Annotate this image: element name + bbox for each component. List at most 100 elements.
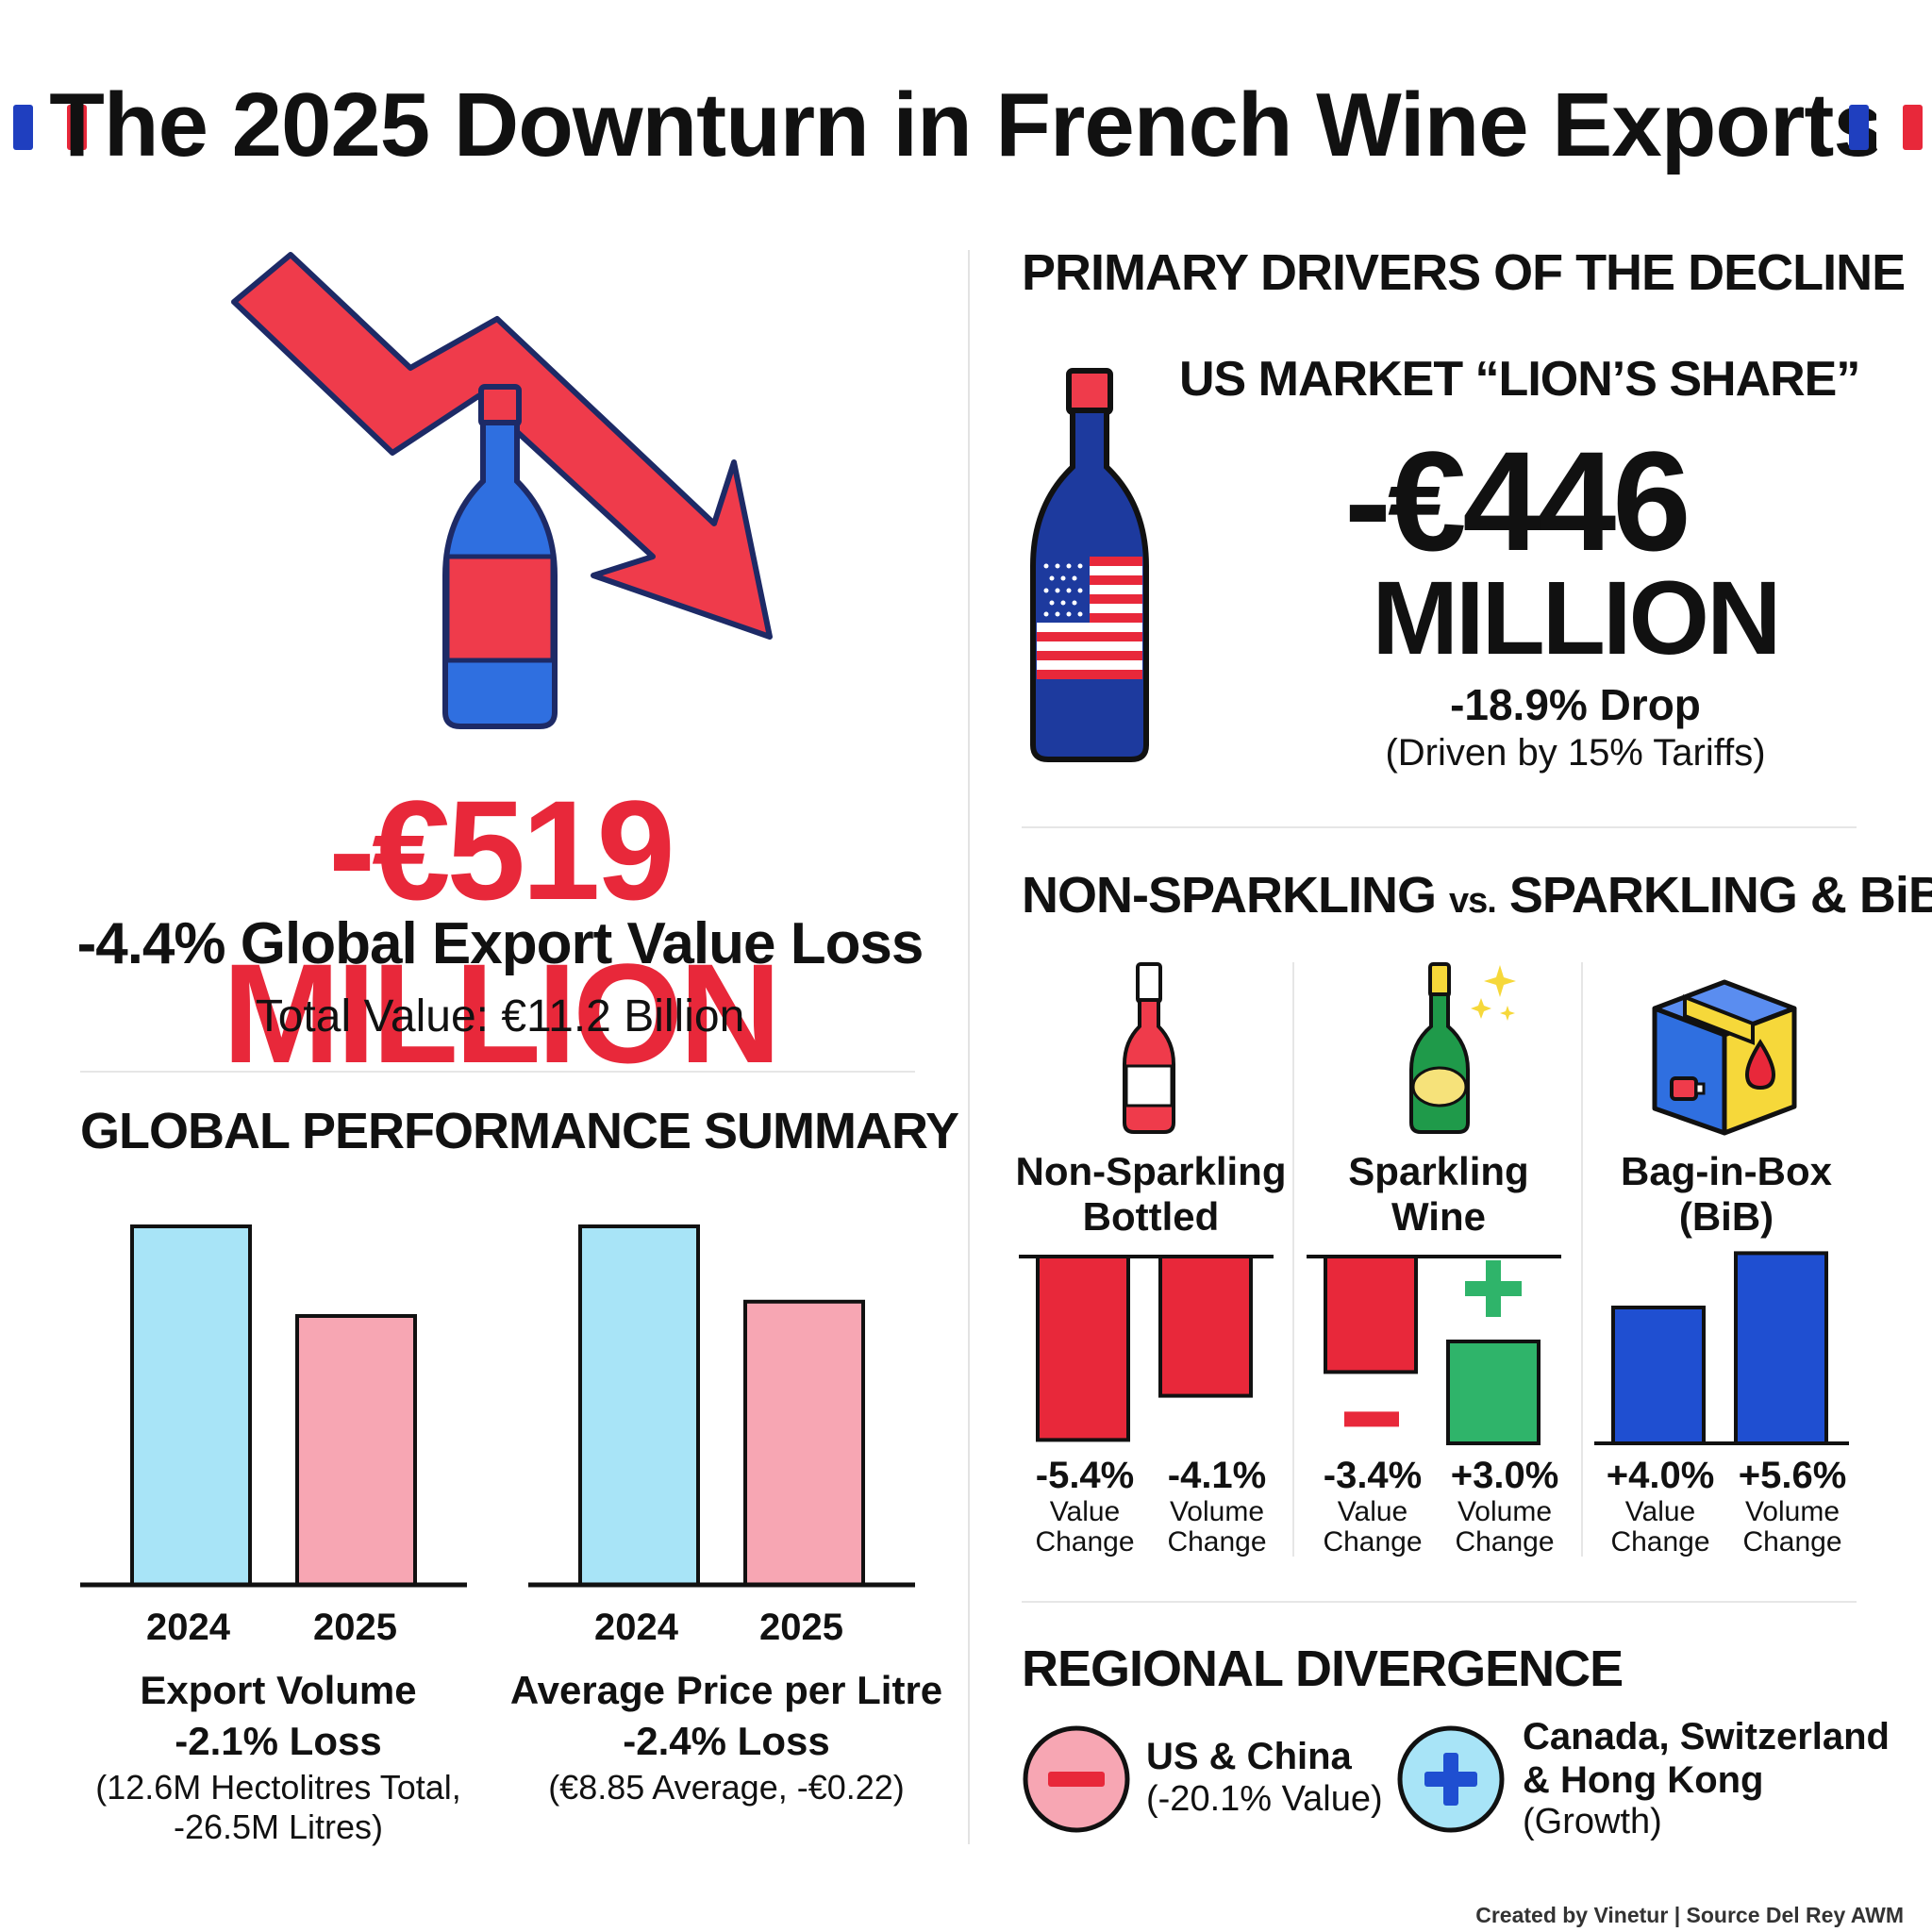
- segment-name: Sparkling Wine: [1302, 1149, 1575, 1240]
- value-change-bar: [1036, 1255, 1130, 1442]
- value-change-pct: -5.4%: [1035, 1455, 1135, 1496]
- positive-regions-note: (Growth): [1523, 1802, 1662, 1841]
- segments-heading-vs: vs.: [1449, 881, 1497, 921]
- value-label: Value: [1337, 1496, 1408, 1527]
- volume-year-2025: 2025: [313, 1607, 397, 1648]
- total-loss-amount: -€519 MILLION: [222, 771, 782, 1092]
- minus-circle-icon: [1023, 1725, 1130, 1833]
- plus-circle-icon: [1397, 1725, 1505, 1833]
- value-change-pct: -3.4%: [1323, 1455, 1423, 1496]
- price-loss: -2.4% Loss: [623, 1719, 830, 1763]
- price-note: (€8.85 Average, -€0.22): [548, 1768, 905, 1807]
- volume-change-pct: -4.1%: [1167, 1455, 1267, 1496]
- volume-change-stat: +3.0% Volume Change: [1439, 1455, 1571, 1557]
- value-change-stat: +4.0% Value Change: [1594, 1455, 1726, 1557]
- value-change-stat: -5.4% Value Change: [1019, 1455, 1151, 1557]
- volume-change-pct: +5.6%: [1738, 1455, 1847, 1496]
- value-change-stat: -3.4% Value Change: [1307, 1455, 1439, 1557]
- volume-change-bar: [1158, 1255, 1253, 1398]
- negative-regions-note: (-20.1% Value): [1146, 1779, 1383, 1819]
- us-market-heading: US MARKET “LION’S SHARE”: [1179, 352, 1860, 407]
- change-label: Change: [1610, 1526, 1710, 1557]
- volume-change-stat: +5.6% Volume Change: [1726, 1455, 1858, 1557]
- segment-stats: +4.0% Value Change +5.6% Volume Change: [1594, 1455, 1858, 1557]
- segment-stats: -5.4% Value Change -4.1% Volume Change: [1019, 1455, 1283, 1557]
- non-sparkling-change-chart: [1019, 1255, 1274, 1442]
- drivers-heading: PRIMARY DRIVERS OF THE DECLINE: [1022, 244, 1906, 301]
- red-wine-bottle-icon: [1123, 962, 1175, 1134]
- change-label: Change: [1742, 1526, 1842, 1557]
- volume-change-bar: [1446, 1340, 1541, 1445]
- section-divider: [1022, 826, 1857, 828]
- volume-label: Volume: [1744, 1496, 1840, 1527]
- us-flag-bottle-icon: [1030, 368, 1149, 762]
- volume-note-2: -26.5M Litres): [173, 1807, 384, 1846]
- wine-bottle-icon: [442, 384, 558, 729]
- footer-credit: Created by Vinetur | Source Del Rey AWM: [1475, 1903, 1904, 1927]
- volume-title: Export Volume: [140, 1668, 417, 1712]
- french-flag-icon-right: [1849, 105, 1924, 150]
- section-divider: [80, 1071, 915, 1073]
- segment-divider: [1292, 962, 1294, 1557]
- segment-name-line: (BiB): [1678, 1194, 1774, 1239]
- price-title: Average Price per Litre: [509, 1668, 943, 1712]
- bar-2025: [295, 1314, 417, 1587]
- section-divider: [1022, 1601, 1857, 1603]
- volume-change-stat: -4.1% Volume Change: [1151, 1455, 1283, 1557]
- page-title: The 2025 Downturn in French Wine Exports: [49, 75, 1883, 175]
- change-label: Change: [1323, 1526, 1423, 1557]
- us-drop-pct: -18.9% Drop: [1450, 680, 1701, 729]
- segment-name-line: Bag-in-Box: [1621, 1149, 1832, 1193]
- change-label: Change: [1455, 1526, 1555, 1557]
- segment-name-line: Sparkling: [1348, 1149, 1529, 1193]
- bar-2024: [578, 1224, 700, 1587]
- us-loss-amount: -€446: [1344, 422, 1691, 580]
- bib-change-chart: [1594, 1251, 1849, 1446]
- price-bar-chart: [528, 1224, 915, 1588]
- value-label: Value: [1049, 1496, 1121, 1527]
- segment-name: Bag-in-Box (BiB): [1590, 1149, 1863, 1240]
- segment-name-line: Non-Sparkling: [1015, 1149, 1287, 1193]
- global-summary-heading: GLOBAL PERFORMANCE SUMMARY: [80, 1103, 959, 1159]
- volume-bar-chart: [80, 1224, 467, 1588]
- value-change-bar: [1324, 1255, 1418, 1374]
- segments-heading-b: SPARKLING & BiB: [1508, 867, 1932, 924]
- bar-2024: [130, 1224, 252, 1587]
- positive-regions-line: Canada, Switzerland: [1523, 1716, 1890, 1757]
- volume-label: Volume: [1457, 1496, 1553, 1527]
- segments-heading: NON-SPARKLING vs. SPARKLING & BiB: [1022, 866, 1932, 924]
- sparkling-change-chart: [1307, 1255, 1561, 1445]
- us-loss-unit: MILLION: [1372, 560, 1781, 676]
- positive-regions-line: & Hong Kong: [1523, 1759, 1764, 1801]
- change-label: Change: [1167, 1526, 1267, 1557]
- minus-icon: [1344, 1411, 1399, 1427]
- volume-change-bar: [1734, 1251, 1828, 1446]
- price-year-2024: 2024: [594, 1607, 678, 1648]
- segment-name-line: Wine: [1391, 1194, 1486, 1239]
- volume-label: Volume: [1169, 1496, 1265, 1527]
- value-label: Value: [1624, 1496, 1696, 1527]
- value-change-pct: +4.0%: [1606, 1455, 1715, 1496]
- global-value-loss: -4.4% Global Export Value Loss: [76, 911, 924, 976]
- french-flag-icon-left: [13, 105, 88, 150]
- regional-heading: REGIONAL DIVERGENCE: [1022, 1641, 1624, 1697]
- column-divider: [968, 250, 970, 1844]
- volume-loss: -2.1% Loss: [175, 1719, 382, 1763]
- segments-heading-a: NON-SPARKLING: [1022, 867, 1437, 924]
- total-export-value: Total Value: €11.2 Billion: [255, 991, 745, 1041]
- value-change-bar: [1611, 1306, 1706, 1445]
- change-label: Change: [1035, 1526, 1135, 1557]
- bag-in-box-icon: [1652, 979, 1797, 1136]
- volume-change-pct: +3.0%: [1450, 1455, 1559, 1496]
- volume-note-1: (12.6M Hectolitres Total,: [95, 1768, 461, 1807]
- downtrend-arrow-icon: [231, 252, 773, 640]
- bar-2025: [743, 1299, 865, 1588]
- negative-regions: US & China: [1146, 1736, 1352, 1777]
- segment-divider: [1581, 962, 1583, 1557]
- segment-name-line: Bottled: [1082, 1194, 1220, 1239]
- us-drop-cause: (Driven by 15% Tariffs): [1385, 732, 1766, 774]
- plus-icon: [1486, 1260, 1501, 1317]
- price-year-2025: 2025: [759, 1607, 843, 1648]
- positive-regions: Canada, Switzerland & Hong Kong: [1523, 1715, 1890, 1802]
- volume-year-2024: 2024: [146, 1607, 230, 1648]
